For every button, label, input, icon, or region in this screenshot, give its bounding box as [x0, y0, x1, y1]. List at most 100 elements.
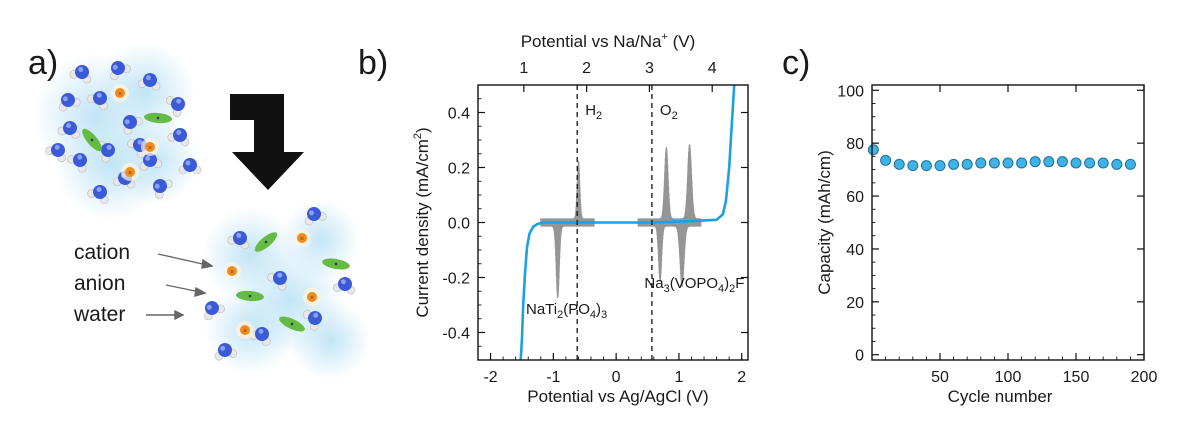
svg-text:×: × [118, 91, 122, 98]
water-molecule-icon [332, 277, 356, 295]
data-point [907, 160, 919, 172]
water-molecule-icon [267, 271, 287, 291]
panel-label-c: c) [782, 44, 810, 82]
data-point [1043, 156, 1055, 168]
data-point [1097, 157, 1109, 169]
data-point [948, 158, 960, 170]
cv-curve-0 [540, 160, 595, 299]
x-tick-label: 1 [674, 369, 683, 386]
legend-pointer-arrows [146, 253, 214, 321]
legend-cation-label: cation [74, 241, 130, 264]
chart-b-top-axis-title: Potential vs Na/Na+ (V) [521, 31, 696, 51]
cation-icon: × [303, 288, 321, 306]
cation-icon: × [141, 138, 159, 156]
anion-icon [82, 128, 102, 152]
water-molecule-icon [123, 115, 143, 135]
x-tick-label: 200 [1131, 369, 1158, 386]
svg-text:×: × [230, 269, 234, 276]
anion-icon [236, 290, 264, 302]
water-molecule-icon [302, 310, 322, 331]
x-tick-label: 0 [612, 369, 621, 386]
data-point [1029, 156, 1041, 168]
water-molecule-icon [227, 231, 250, 250]
water-molecule-icon [87, 185, 109, 204]
anion-icon [254, 232, 278, 252]
x-tick-label: 150 [1063, 369, 1090, 386]
data-point [988, 157, 1000, 169]
svg-text:×: × [243, 328, 247, 335]
water-molecule-icon [137, 73, 161, 91]
solvation-schematic: × × × × × × × cation anion water [33, 42, 370, 380]
y-tick-label: 80 [846, 136, 864, 153]
water-molecule-icon [178, 158, 202, 175]
y-tick-label: 0.0 [448, 216, 470, 233]
water-molecule-icon [139, 153, 163, 171]
water-in-salt-cluster-bottom: × × × × [202, 200, 370, 380]
water-molecule-icon [153, 179, 173, 199]
chart-b-h2-limit-label: H2 [585, 102, 602, 122]
water-molecule-icon [214, 343, 238, 361]
cv-curve-1 [637, 144, 702, 288]
y-tick-label: 0.4 [448, 106, 470, 123]
y-tick-label: 0.2 [448, 161, 470, 178]
water-molecule-icon [67, 153, 87, 173]
data-point [893, 158, 905, 170]
data-point [867, 144, 879, 156]
chart-b-o2-limit-label: O2 [660, 102, 678, 122]
chart-b: -2 -1 0 1 2 -0.4 -0.2 0.0 0.2 0.4 1 2 3 4 Potential v… [412, 31, 749, 406]
x-tick-label: -1 [546, 369, 560, 386]
water-molecule-icon [165, 96, 185, 117]
chart-b-anode-label: NaTi2(PO4)3 [526, 301, 607, 321]
chart-b-x-axis-title: Potential vs Ag/AgCl (V) [527, 387, 708, 406]
anion-icon [144, 112, 172, 124]
water-molecule-icon [304, 207, 327, 226]
data-point [920, 160, 932, 172]
water-molecule-icon [45, 143, 66, 163]
anion-icon [279, 316, 305, 332]
top-tick-label: 2 [582, 60, 591, 77]
data-point [880, 154, 892, 166]
water-molecule-icon [110, 61, 131, 81]
y-tick-label: 20 [846, 295, 864, 312]
chart-c-plot-area [867, 144, 1136, 172]
cation-icon: × [236, 321, 254, 339]
legend-anion-label: anion [74, 272, 125, 295]
stability-window-line [519, 84, 736, 361]
solvation-cloud [290, 300, 370, 380]
cation-icon: × [223, 262, 241, 280]
x-tick-label: 2 [737, 369, 746, 386]
chart-c-x-axis-title: Cycle number [948, 387, 1053, 406]
legend-water-label: water [73, 303, 125, 326]
svg-text:×: × [300, 236, 304, 243]
transition-arrow-icon [230, 94, 304, 190]
chart-c: 50 100 150 200 0 20 40 60 80 100 Cycle number Cap… [815, 83, 1157, 406]
data-point [975, 157, 987, 169]
data-point [1124, 158, 1136, 170]
cv-trace [637, 144, 702, 288]
chart-b-cathode-label: Na3(VOPO4)2F [644, 275, 744, 295]
data-point [1002, 157, 1014, 169]
top-tick-label: 1 [519, 60, 528, 77]
x-tick-label: 100 [995, 369, 1022, 386]
data-point [1111, 158, 1123, 170]
x-tick-label: -2 [483, 369, 497, 386]
y-tick-label: 100 [837, 83, 864, 100]
svg-text:×: × [310, 295, 314, 302]
water-molecule-icon [57, 121, 80, 139]
y-tick-label: -0.2 [442, 271, 470, 288]
legend: cation anion water [73, 241, 214, 326]
cation-icon: × [293, 229, 311, 247]
svg-text:×: × [128, 170, 132, 177]
top-tick-label: 4 [708, 60, 717, 77]
data-point [1070, 157, 1082, 169]
y-tick-label: -0.4 [442, 326, 470, 343]
water-molecule-icon [204, 301, 225, 321]
water-molecule-icon [87, 91, 108, 111]
water-molecule-icon [249, 327, 271, 346]
cv-trace [540, 160, 595, 299]
data-point [1084, 157, 1096, 169]
data-point [1056, 156, 1068, 168]
water-in-salt-cluster-top: × × × [33, 42, 202, 220]
y-tick-label: 0 [855, 348, 864, 365]
